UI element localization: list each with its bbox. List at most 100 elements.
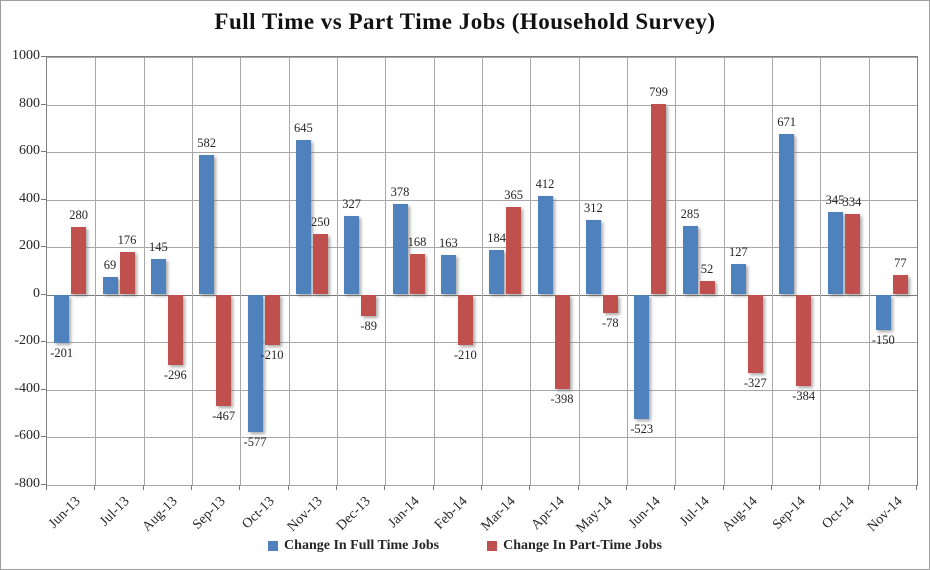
- legend-item-part-time: Change In Part-Time Jobs: [487, 538, 662, 554]
- bar-value-label: 250: [310, 215, 330, 230]
- bar-value-label: 69: [103, 258, 117, 273]
- x-axis-tick: [529, 485, 531, 490]
- part-time-swatch-icon: [487, 541, 498, 551]
- x-gridline: [192, 57, 193, 485]
- x-axis-tick: [916, 485, 917, 490]
- y-axis-tick-label: 600: [19, 143, 40, 159]
- bar: [361, 294, 377, 316]
- x-gridline: [772, 57, 773, 485]
- bar-value-label: 285: [680, 207, 700, 221]
- bar: [537, 195, 553, 294]
- bar: [827, 211, 843, 294]
- bar-value-label: 176: [117, 232, 137, 247]
- bar: [602, 294, 618, 314]
- y-axis-tick-label: -600: [14, 428, 40, 444]
- chart-legend: Change In Full Time Jobs Change In Part-…: [1, 538, 929, 554]
- x-axis-tick: [819, 485, 821, 490]
- bar-value-label: -384: [792, 389, 816, 404]
- x-axis-tick: [481, 485, 482, 490]
- y-axis-tick: [41, 341, 46, 343]
- x-axis-tick: [384, 485, 386, 490]
- bar-value-label: -398: [550, 392, 574, 407]
- bar: [747, 294, 763, 373]
- x-gridline: [95, 57, 97, 485]
- bar-value-label: -201: [50, 345, 74, 360]
- bar-value-label: 145: [148, 240, 168, 255]
- x-gridline: [143, 57, 145, 485]
- x-axis-tick: [432, 485, 434, 490]
- bar-value-label: 163: [438, 236, 458, 251]
- bar-value-label: 280: [69, 208, 89, 223]
- bar-value-label: 365: [504, 187, 524, 202]
- legend-label-part-time: Change In Part-Time Jobs: [503, 538, 662, 553]
- bar-value-label: 327: [342, 197, 362, 212]
- bar: [796, 294, 812, 387]
- x-axis-tick: [239, 485, 241, 490]
- x-gridline: [530, 57, 532, 485]
- bar-value-label: 184: [487, 231, 507, 246]
- y-axis-tick: [41, 103, 46, 105]
- bar-value-label: 412: [535, 176, 555, 191]
- bar-value-label: -467: [212, 408, 236, 423]
- x-axis-tick: [674, 485, 676, 490]
- bar: [167, 294, 183, 366]
- bar: [102, 277, 118, 294]
- y-axis-tick-label: -200: [14, 333, 40, 349]
- x-axis-tick: [142, 485, 144, 490]
- bar-value-label: -577: [243, 434, 267, 449]
- bar: [264, 294, 280, 345]
- y-axis-tick: [41, 151, 46, 153]
- bar-value-label: 645: [293, 121, 313, 136]
- bar: [779, 134, 795, 294]
- x-axis-tick: [867, 485, 869, 490]
- bar: [295, 140, 311, 294]
- bar-value-label: 334: [842, 195, 862, 210]
- y-axis-tick-label: 0: [33, 285, 40, 301]
- plot-area: [46, 56, 918, 486]
- bar-value-label: -523: [630, 422, 654, 437]
- bar: [634, 294, 650, 420]
- bar-value-label: -210: [453, 347, 477, 362]
- x-gridline: [337, 57, 338, 485]
- x-axis-tick: [191, 485, 192, 490]
- x-gridline: [723, 57, 725, 485]
- bar: [71, 227, 87, 294]
- x-axis-tick: [287, 485, 289, 490]
- y-axis-tick-label: 1000: [12, 48, 40, 63]
- bar: [344, 216, 360, 294]
- bar: [875, 294, 891, 331]
- bar: [199, 155, 215, 294]
- x-gridline: [385, 57, 387, 485]
- chart-title: Full Time vs Part Time Jobs (Household S…: [214, 9, 716, 34]
- y-axis-tick: [41, 198, 46, 200]
- bar-value-label: 127: [728, 244, 748, 259]
- x-gridline: [627, 57, 628, 485]
- bar: [440, 255, 456, 294]
- y-axis-tick-label: 400: [19, 190, 40, 206]
- x-gridline: [868, 57, 870, 485]
- bar-value-label: 378: [390, 184, 410, 199]
- bar-value-label: 799: [649, 84, 669, 99]
- bar-value-label: 582: [197, 136, 217, 151]
- bar: [392, 203, 408, 294]
- x-axis-tick: [771, 485, 772, 490]
- bar: [506, 206, 522, 294]
- bar-value-label: -210: [260, 347, 284, 362]
- bar: [409, 253, 425, 294]
- y-axis-tick: [41, 293, 46, 295]
- x-gridline: [578, 57, 580, 485]
- bar: [651, 103, 667, 294]
- y-axis-tick: [41, 56, 46, 57]
- bar: [585, 219, 601, 294]
- x-gridline: [820, 57, 822, 485]
- x-gridline: [288, 57, 290, 485]
- y-axis-tick: [41, 484, 46, 485]
- bar: [457, 294, 473, 345]
- bar-value-label: -78: [601, 316, 619, 331]
- x-gridline: [482, 57, 483, 485]
- bar: [554, 294, 570, 390]
- bar: [730, 263, 746, 294]
- x-gridline: [675, 57, 677, 485]
- bar-value-label: -89: [360, 318, 377, 333]
- y-axis-tick: [41, 246, 46, 248]
